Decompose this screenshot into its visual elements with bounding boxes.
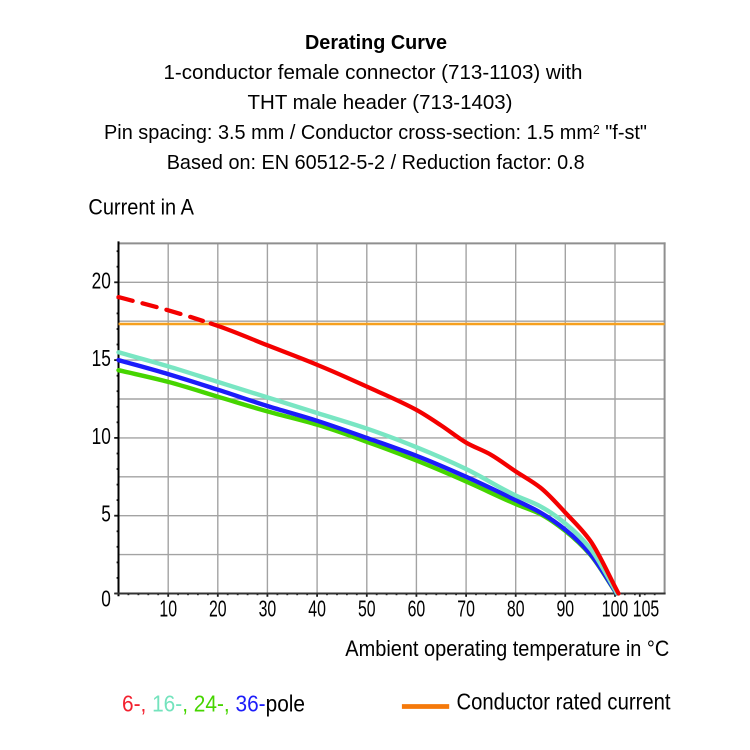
svg-text:30: 30 [259, 596, 277, 622]
svg-text:105: 105 [633, 596, 659, 622]
svg-text:Conductor rated current: Conductor rated current [457, 688, 672, 714]
svg-text:0: 0 [101, 586, 111, 612]
svg-text:10: 10 [92, 423, 111, 449]
svg-text:Current in A: Current in A [88, 195, 194, 220]
svg-text:100: 100 [602, 596, 628, 622]
svg-text:Ambient operating temperature: Ambient operating temperature in °C [345, 636, 669, 661]
svg-text:20: 20 [209, 596, 227, 622]
svg-text:50: 50 [358, 596, 376, 622]
svg-text:6-, 16-, 24-, 36-pole: 6-, 16-, 24-, 36-pole [122, 691, 305, 717]
svg-text:1-conductor female connector (: 1-conductor female connector (713-1103) … [164, 61, 583, 84]
svg-text:15: 15 [92, 345, 111, 371]
svg-text:40: 40 [308, 596, 326, 622]
svg-text:10: 10 [159, 596, 177, 622]
svg-text:90: 90 [557, 596, 575, 622]
svg-text:Pin spacing: 3.5 mm / Conducto: Pin spacing: 3.5 mm / Conductor cross-se… [104, 121, 647, 144]
svg-text:60: 60 [408, 596, 426, 622]
svg-text:Based on: EN 60512-5-2 / Reduc: Based on: EN 60512-5-2 / Reduction facto… [167, 151, 585, 174]
svg-text:Derating Curve: Derating Curve [305, 31, 447, 54]
svg-text:80: 80 [507, 596, 525, 622]
svg-text:5: 5 [101, 501, 111, 527]
svg-text:THT male header (713-1403): THT male header (713-1403) [248, 91, 513, 114]
svg-text:20: 20 [92, 267, 111, 293]
svg-text:70: 70 [457, 596, 475, 622]
